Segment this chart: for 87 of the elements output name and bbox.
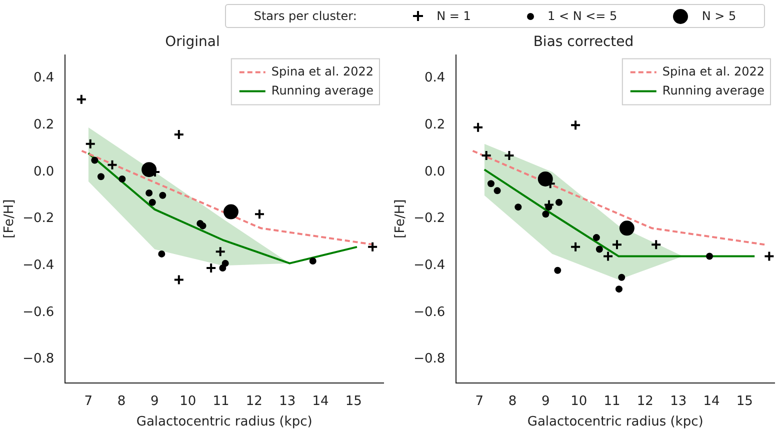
x-tick-label: 7 (84, 394, 93, 409)
legend-label: 1 < N <= 5 (548, 9, 618, 23)
point (487, 180, 494, 188)
point (254, 208, 265, 220)
point (480, 150, 492, 162)
y-tick-label: −0.6 (22, 304, 54, 320)
x-tick-label: 11 (604, 394, 620, 409)
point (570, 120, 582, 131)
x-axis-title: Galactocentric radius (kpc) (527, 414, 704, 430)
x-tick-label: 15 (345, 394, 362, 409)
y-axis-title: [Fe/H] (393, 199, 408, 238)
point (158, 250, 166, 258)
y-axis-title: [Fe/H] (2, 199, 18, 238)
point (570, 241, 582, 252)
point (84, 138, 96, 150)
point (650, 239, 662, 250)
x-tick-label: 9 (542, 394, 550, 409)
y-tick-label: −0.2 (414, 211, 446, 226)
point (214, 246, 226, 258)
point (596, 246, 603, 253)
legend-label: Running average (271, 83, 374, 98)
point (619, 220, 634, 236)
point (118, 175, 126, 182)
point (618, 274, 626, 281)
legend-label: Spina et al. 2022 (662, 64, 764, 78)
point (97, 173, 104, 180)
y-tick-label: −0.4 (414, 258, 446, 274)
legend-title: Stars per cluster: (254, 9, 357, 23)
x-tick-label: 12 (636, 394, 654, 409)
legend-label: N > 5 (702, 9, 736, 23)
point (602, 250, 614, 262)
chart-title: Original (165, 34, 220, 50)
x-tick-label: 13 (279, 394, 296, 409)
chart-title: Bias corrected (533, 34, 634, 50)
point (367, 241, 378, 252)
y-tick-label: −0.6 (414, 304, 446, 320)
y-tick-label: −0.4 (22, 258, 54, 274)
x-tick-label: 14 (312, 394, 329, 409)
y-tick-label: 0.2 (33, 117, 54, 132)
x-tick-label: 8 (117, 394, 126, 409)
point (173, 128, 184, 140)
x-tick-label: 8 (508, 394, 517, 409)
legend-label: Running average (662, 83, 765, 98)
point (106, 159, 118, 170)
y-tick-label: 0.4 (424, 70, 446, 86)
point (199, 222, 206, 230)
y-tick-label: 0.0 (424, 164, 446, 180)
point (542, 210, 550, 218)
x-tick-label: 10 (570, 394, 588, 409)
point (148, 198, 156, 206)
point (309, 257, 316, 264)
x-tick-label: 11 (212, 394, 230, 409)
x-tick-label: 12 (246, 394, 262, 409)
point (223, 204, 238, 220)
point (76, 94, 87, 105)
point (706, 252, 714, 260)
point (514, 204, 522, 211)
point (554, 266, 562, 274)
point (615, 286, 622, 293)
y-tick-label: −0.8 (22, 352, 54, 367)
y-tick-label: 0.0 (33, 164, 54, 180)
point (764, 250, 774, 262)
y-tick-label: 0.4 (33, 70, 54, 86)
point (91, 156, 98, 164)
y-tick-label: −0.8 (414, 352, 446, 367)
y-tick-label: −0.2 (22, 211, 54, 226)
point (494, 187, 501, 194)
legend-label: Spina et al. 2022 (271, 64, 374, 78)
x-tick-label: 7 (475, 394, 484, 409)
point (219, 264, 226, 272)
point (159, 192, 166, 199)
point (611, 239, 622, 250)
point (592, 234, 600, 242)
point (472, 122, 484, 133)
x-tick-label: 13 (670, 394, 687, 409)
x-axis-title: Galactocentric radius (kpc) (136, 414, 312, 430)
point (206, 262, 217, 274)
point (504, 150, 515, 162)
y-tick-label: 0.2 (424, 117, 446, 132)
x-tick-label: 9 (150, 394, 159, 409)
x-tick-label: 15 (736, 394, 753, 409)
point (146, 190, 153, 197)
point (555, 198, 562, 206)
x-tick-label: 10 (180, 394, 196, 409)
legend-label: N = 1 (436, 9, 471, 23)
point (173, 274, 184, 286)
x-tick-label: 14 (703, 394, 720, 409)
